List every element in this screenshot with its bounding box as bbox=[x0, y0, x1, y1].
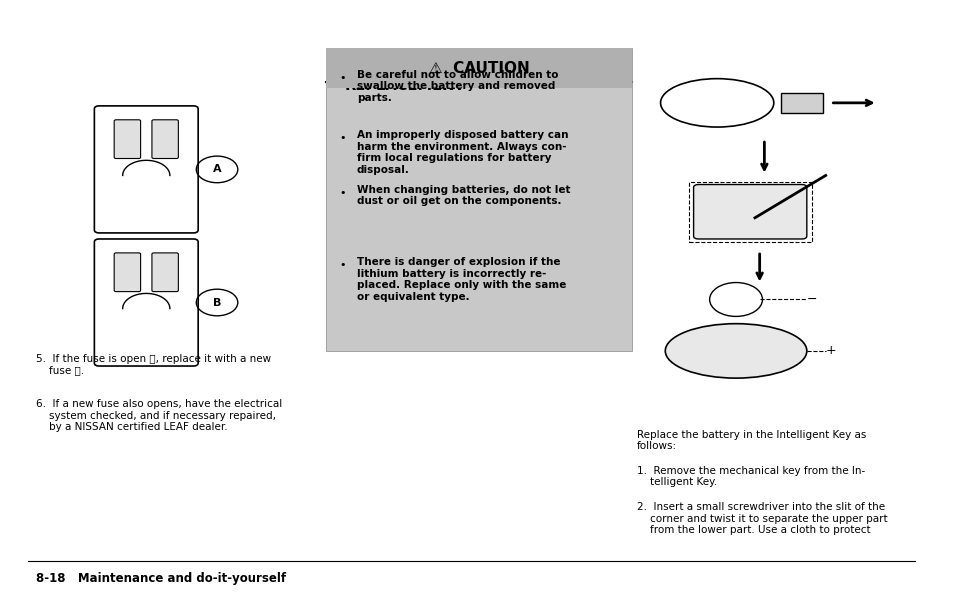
Text: ⚠  CAUTION: ⚠ CAUTION bbox=[428, 61, 529, 76]
Text: 8-18   Maintenance and do-it-yourself: 8-18 Maintenance and do-it-yourself bbox=[36, 572, 286, 584]
FancyBboxPatch shape bbox=[781, 93, 822, 113]
FancyBboxPatch shape bbox=[152, 253, 178, 292]
Text: 2.  Insert a small screwdriver into the slit of the
    corner and twist it to s: 2. Insert a small screwdriver into the s… bbox=[637, 502, 886, 535]
Text: Be careful not to allow children to
swallow the battery and removed
parts.: Be careful not to allow children to swal… bbox=[356, 70, 558, 103]
Ellipse shape bbox=[664, 324, 806, 378]
FancyBboxPatch shape bbox=[94, 239, 198, 366]
Circle shape bbox=[709, 283, 761, 316]
Ellipse shape bbox=[659, 79, 773, 127]
Text: +: + bbox=[825, 344, 836, 358]
Text: When changing batteries, do not let
dust or oil get on the components.: When changing batteries, do not let dust… bbox=[356, 185, 570, 206]
Text: An improperly disposed battery can
harm the environment. Always con-
firm local : An improperly disposed battery can harm … bbox=[356, 130, 568, 175]
FancyBboxPatch shape bbox=[114, 253, 140, 292]
FancyBboxPatch shape bbox=[325, 48, 632, 88]
Text: Replace the battery in the Intelligent Key as
follows:: Replace the battery in the Intelligent K… bbox=[637, 430, 865, 451]
FancyBboxPatch shape bbox=[94, 106, 198, 233]
Text: •: • bbox=[339, 73, 346, 83]
Text: There is danger of explosion if the
lithium battery is incorrectly re-
placed. R: There is danger of explosion if the lith… bbox=[356, 257, 565, 302]
Text: INTELLIGENT KEY BATTERY
REPLACEMENT: INTELLIGENT KEY BATTERY REPLACEMENT bbox=[344, 60, 566, 93]
Text: •: • bbox=[339, 133, 346, 143]
Text: •: • bbox=[339, 260, 346, 270]
FancyBboxPatch shape bbox=[325, 48, 632, 351]
Text: 1.  Remove the mechanical key from the In-
    telligent Key.: 1. Remove the mechanical key from the In… bbox=[637, 466, 864, 488]
Text: B: B bbox=[213, 298, 221, 307]
Text: A: A bbox=[213, 165, 221, 174]
Text: •: • bbox=[339, 188, 346, 198]
Text: −: − bbox=[806, 293, 817, 306]
FancyBboxPatch shape bbox=[152, 120, 178, 159]
FancyBboxPatch shape bbox=[693, 185, 806, 239]
Text: 5.  If the fuse is open Ⓐ, replace it with a new
    fuse Ⓑ.: 5. If the fuse is open Ⓐ, replace it wit… bbox=[36, 354, 271, 376]
Text: 6.  If a new fuse also opens, have the electrical
    system checked, and if nec: 6. If a new fuse also opens, have the el… bbox=[36, 399, 282, 433]
FancyBboxPatch shape bbox=[114, 120, 140, 159]
